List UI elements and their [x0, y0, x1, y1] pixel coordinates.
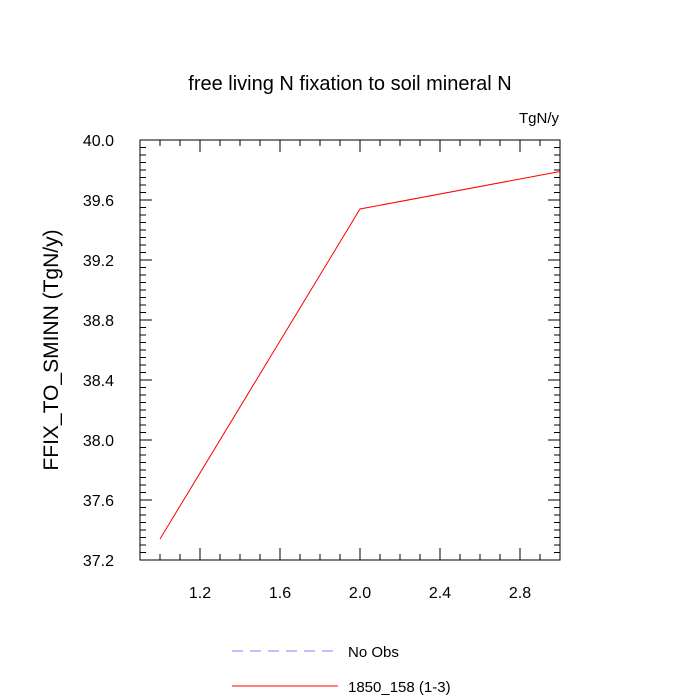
y-tick-label: 38.4 — [83, 373, 114, 390]
tick-labels: 1.2 1.6 2.0 2.4 2.8 37.2 37.6 38.0 38.4 38.8 39.2 3… — [83, 133, 531, 602]
x-tick-label: 2.4 — [429, 585, 451, 602]
y-tick-label: 40.0 — [83, 133, 114, 150]
y-tick-label: 37.2 — [83, 553, 114, 570]
series — [159, 171, 561, 540]
ticks — [140, 139, 561, 561]
y-tick-label: 39.2 — [83, 253, 114, 270]
y-tick-label: 38.0 — [83, 433, 114, 450]
y-tick-label: 38.8 — [83, 313, 114, 330]
legend-label: 1850_158 (1-3) — [348, 679, 451, 696]
x-tick-label: 1.6 — [269, 585, 291, 602]
y-tick-label: 37.6 — [83, 493, 114, 510]
x-tick-label: 1.2 — [189, 585, 211, 602]
plot-frame — [139, 139, 561, 561]
y-axis-label: FFIX_TO_SMINN (TgN/y) — [40, 229, 63, 470]
legend: No Obs 1850_158 (1-3) — [232, 644, 451, 696]
y-tick-label: 39.6 — [83, 193, 114, 210]
units-label: TgN/y — [519, 110, 560, 127]
chart-title: free living N fixation to soil mineral N — [188, 73, 511, 95]
x-tick-label: 2.8 — [509, 585, 531, 602]
series-line — [159, 171, 561, 540]
x-tick-label: 2.0 — [349, 585, 371, 602]
legend-label: No Obs — [348, 644, 399, 661]
